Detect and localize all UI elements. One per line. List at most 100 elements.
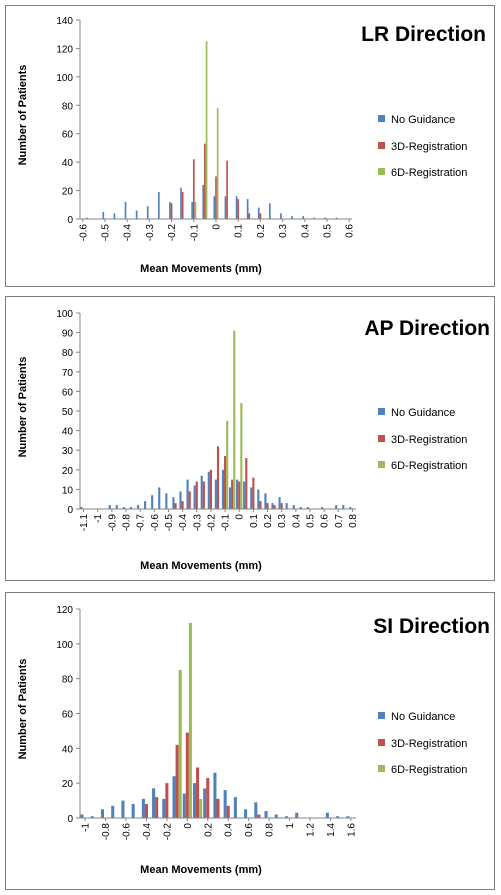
bar-no-guidance [243,481,246,509]
bar-no-guidance [136,505,140,509]
bar-3d-registration [155,797,159,818]
y-tick-label: 0 [67,505,73,516]
y-tick-label: 30 [62,446,74,457]
bar-3d-registration [206,777,210,818]
bar-no-guidance [141,798,145,818]
bar-3d-registration [259,501,262,509]
bar-no-guidance [235,196,238,219]
bar-no-guidance [172,497,175,509]
bar-no-guidance [144,501,147,509]
ap-direction-chart: 0 10 20 30 40 50 60 70 80 90 100 -1.1 -1 -0.9 -0.8 -0.7… [17,309,490,572]
bar-no-guidance [306,507,309,509]
bar-no-guidance [213,196,216,219]
x-tick-label: 0.2 [203,823,214,837]
bar-no-guidance [285,503,288,509]
x-tick-label: -0.8 [122,514,133,532]
si-direction-panel: 0 20 40 60 80 100 120 -1 -0.8 -0.6 -0.4 -0.2 0 0.2 0.4… [5,592,495,890]
chart-title: AP Direction [364,317,490,340]
lr-direction-panel: 0 20 40 60 80 100 120 140 -0.6 -0.5 -0.4 -0.3 -0.2 -0… [5,5,495,287]
bar-no-guidance [254,802,258,818]
bar-no-guidance [129,507,133,509]
x-tick-label: 1.2 [306,823,317,837]
x-tick-label: 0.8 [348,514,359,528]
bar-no-guidance [250,487,253,509]
bar-6d-registration [194,201,197,219]
bar-no-guidance [115,505,118,509]
bar-3d-registration [216,798,220,818]
bar-3d-registration [238,481,241,509]
bar-3d-registration [192,159,195,219]
bar-no-guidance [113,213,116,219]
bar-3d-registration [202,481,205,509]
legend-label-3d-registration: 3D-Registration [391,434,467,446]
x-tick-label: 0.3 [277,514,288,528]
bar-no-guidance [179,491,182,509]
x-tick-label: 0 [183,823,194,829]
bar-no-guidance [223,790,227,818]
bar-no-guidance [246,199,249,219]
y-tick-label: 90 [62,329,74,340]
x-tick-label: -0.1 [189,224,200,242]
x-tick-label: -0.4 [178,514,189,532]
x-tick-label: 0.2 [263,514,274,528]
x-tick-label: 0.6 [244,823,255,837]
x-tick-label: 0.8 [265,823,276,837]
x-tick-label: 0.1 [249,514,260,528]
bar-no-guidance [182,793,186,818]
bar-no-guidance [186,479,189,509]
legend-label-3d-registration: 3D-Registration [391,141,467,153]
bar-no-guidance [335,217,338,219]
legend-swatch-6d-registration [378,765,385,772]
y-axis-label: Number of Patients [17,65,29,166]
legend-swatch-3d-registration [378,142,385,149]
bar-3d-registration [215,176,217,219]
bar-3d-registration [216,446,220,509]
bar-no-guidance [236,479,239,509]
bar-no-guidance [80,814,84,818]
bar-3d-registration [174,503,177,509]
bar-no-guidance [124,201,127,219]
legend-label-no-guidance: No Guidance [391,711,455,723]
bar-no-guidance [191,201,193,219]
bar-3d-registration [266,503,269,509]
bar-6d-registration [216,108,219,219]
y-tick-label: 0 [67,814,73,825]
bar-no-guidance [257,489,260,509]
bar-no-guidance [269,203,271,219]
legend-swatch-no-guidance [378,712,385,719]
x-tick-label: -0.1 [221,514,232,532]
legend-swatch-3d-registration [378,739,385,746]
x-axis-label: Mean Movements (mm) [140,864,262,876]
x-tick-label: 0.7 [334,514,345,528]
bar-no-guidance [80,507,83,509]
x-tick-label: 1 [285,823,296,829]
bar-3d-registration [257,814,261,818]
y-tick-label: 40 [62,427,74,438]
bar-no-guidance [244,809,248,818]
x-tick-label: 0.3 [278,224,289,238]
bar-no-guidance [224,196,227,219]
bar-no-guidance [291,216,293,219]
bar-3d-registration [226,805,230,818]
bar-no-guidance [131,804,135,818]
y-tick-label: 20 [62,779,74,790]
bar-3d-registration [165,783,169,818]
x-tick-label: -1.1 [79,514,90,532]
x-axis-label: Mean Movements (mm) [140,263,262,275]
x-tick-label: -0.5 [164,514,175,532]
x-tick-label: 0.5 [323,224,334,238]
x-tick-label: 0.4 [224,823,235,837]
y-tick-label: 100 [56,640,73,651]
bar-no-guidance [302,216,304,219]
x-tick-label: -0.3 [192,514,203,532]
x-axis-label: Mean Movements (mm) [140,560,262,572]
bar-no-guidance [169,201,171,219]
x-tick-label: -0.2 [167,224,178,242]
x-tick-label: -1 [93,514,104,523]
bar-no-guidance [349,507,352,509]
bar-3d-registration [170,203,173,219]
bar-no-guidance [152,788,156,818]
x-tick-label: 1.6 [346,823,357,837]
x-tick-label: -0.2 [206,514,217,532]
y-tick-label: 40 [62,744,74,755]
